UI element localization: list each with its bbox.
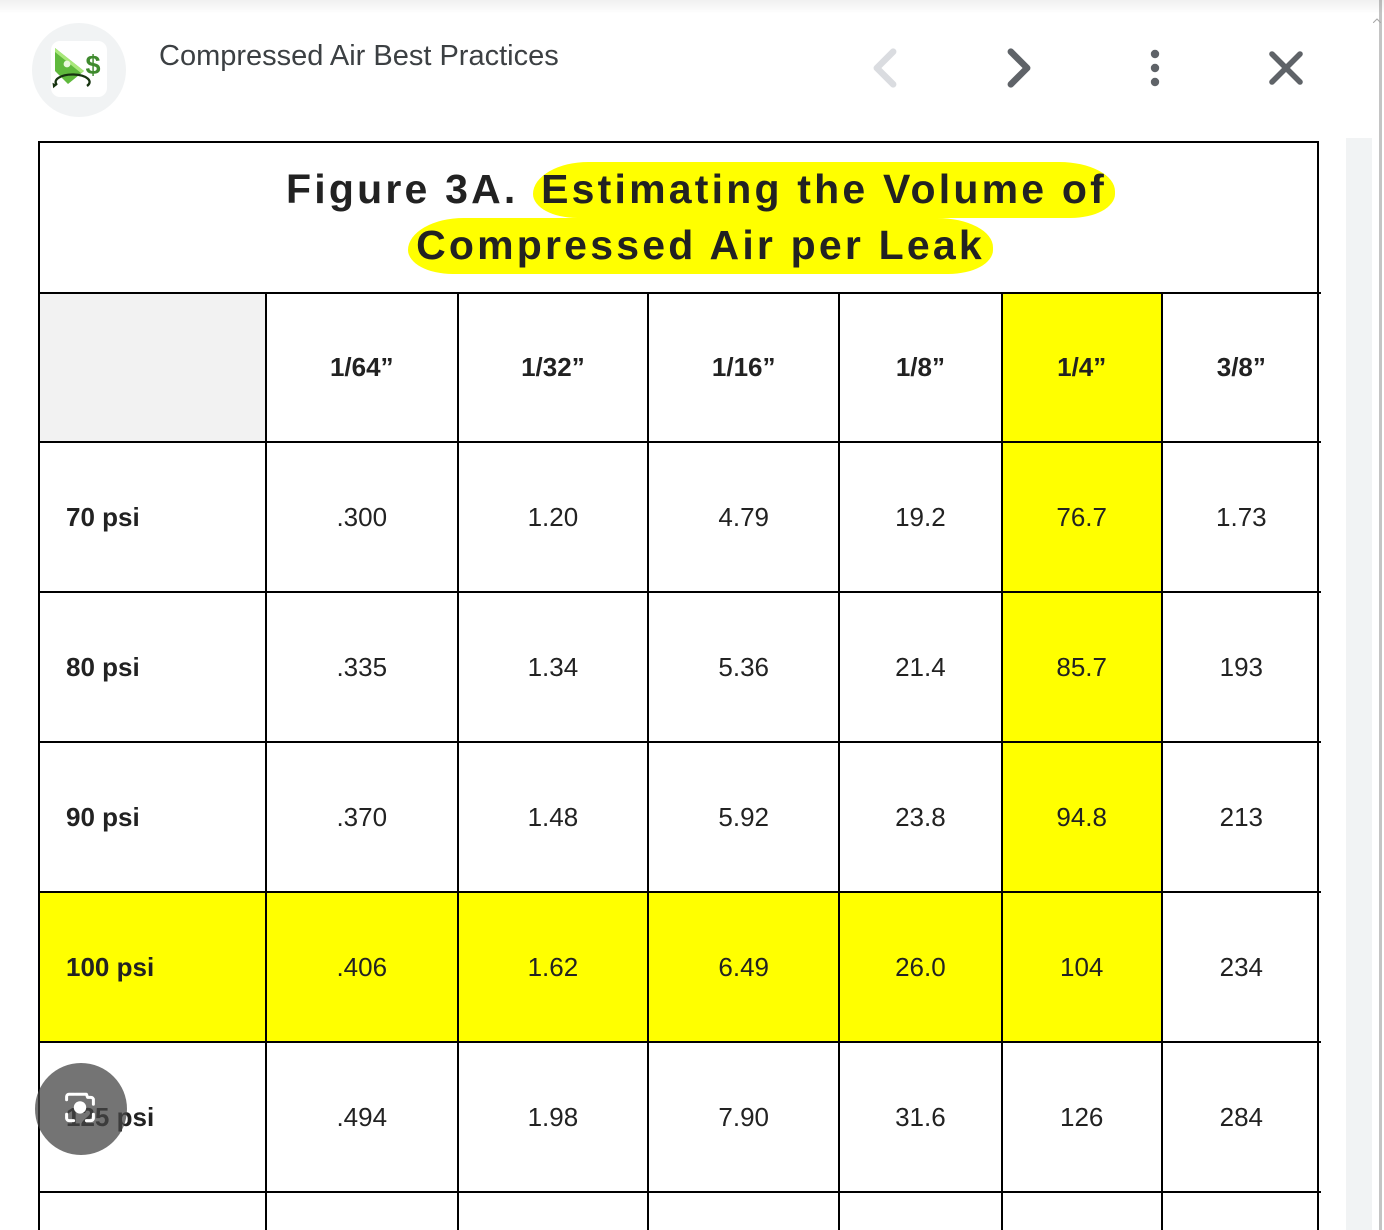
svg-text:$: $ (85, 50, 100, 80)
